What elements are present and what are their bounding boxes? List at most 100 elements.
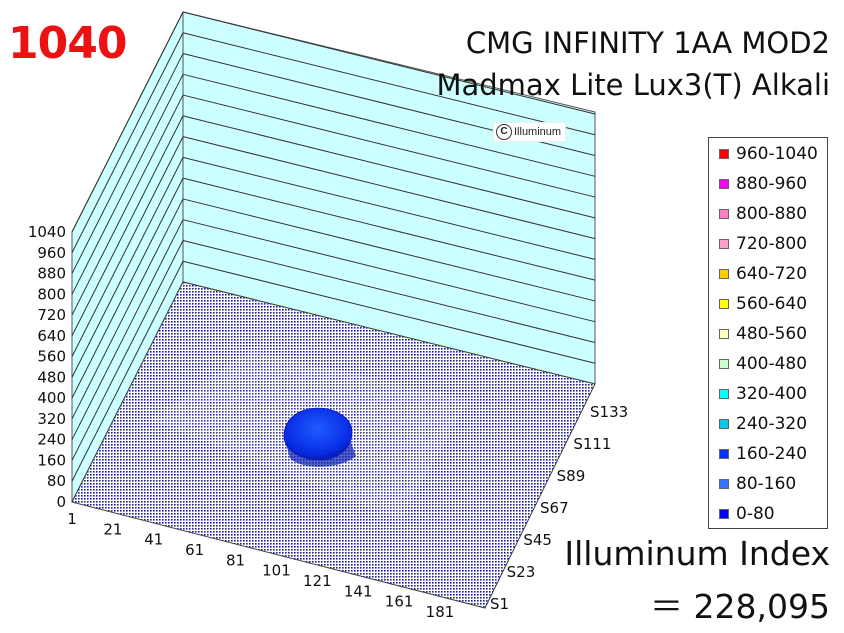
- z-tick-label: 80: [47, 472, 66, 490]
- wall-gridline-left: [71, 94, 184, 316]
- title-line1: CMG INFINITY 1AA MOD2: [465, 26, 830, 60]
- wall-gridline-right: [182, 156, 596, 260]
- wall-gridline-right: [182, 115, 596, 219]
- legend-item: 880-960: [719, 174, 807, 194]
- y-tick-label: S23: [507, 563, 536, 581]
- legend-swatch: [719, 299, 729, 309]
- y-axis-ticks: S1 S23 S45 S67 S89 S111 S133: [490, 403, 628, 613]
- legend-label: 80-160: [736, 474, 797, 494]
- legend-swatch: [719, 479, 729, 489]
- z-tick-label: 800: [37, 285, 66, 303]
- wall-gridline-left: [71, 261, 184, 482]
- wall-gridline-right: [182, 32, 596, 136]
- legend-swatch: [719, 329, 729, 339]
- x-tick-label: 161: [385, 593, 414, 611]
- x-tick-label: 21: [103, 520, 122, 538]
- legend-label: 880-960: [736, 174, 808, 194]
- legend-label: 720-800: [736, 234, 808, 254]
- index-label: Illuminum Index: [564, 534, 830, 573]
- legend-item: 640-720: [719, 264, 807, 284]
- wall-gridline-right: [182, 11, 596, 115]
- z-tick-label: 880: [37, 265, 66, 283]
- wall-gridline-left: [71, 53, 184, 274]
- wall-gridline-left: [71, 136, 184, 357]
- legend-item: 320-400: [719, 384, 807, 404]
- wall-gridline-left: [71, 11, 184, 233]
- wall-gridline-left: [71, 219, 184, 440]
- legend-label: 160-240: [736, 444, 808, 464]
- legend-label: 960-1040: [736, 144, 818, 164]
- y-tick-label: S133: [590, 403, 628, 421]
- x-tick-label: 1: [67, 510, 77, 528]
- y-tick-label: S1: [490, 595, 509, 613]
- legend-item: 960-1040: [719, 144, 818, 164]
- x-tick-label: 41: [144, 531, 163, 549]
- legend-label: 480-560: [736, 324, 808, 344]
- legend-label: 800-880: [736, 204, 808, 224]
- z-tick-label: 400: [37, 389, 66, 407]
- z-tick-label: 720: [37, 306, 66, 324]
- x-tick-label: 61: [185, 541, 204, 559]
- legend-item: 80-160: [719, 474, 796, 494]
- legend-item: 0-80: [719, 504, 775, 524]
- title-line2: Madmax Lite Lux3(T) Alkali: [436, 68, 830, 102]
- x-tick-label: 121: [303, 572, 332, 590]
- wall-gridline-left: [71, 240, 184, 461]
- legend-item: 160-240: [719, 444, 807, 464]
- legend-swatch: [719, 179, 729, 189]
- z-tick-label: 0: [56, 493, 66, 511]
- legend-item: 720-800: [719, 234, 807, 254]
- legend-swatch: [719, 449, 729, 459]
- wall-gridline-right: [182, 73, 596, 177]
- index-value: ＝ 228,095: [650, 587, 830, 626]
- copyright-badge: C Illuminum: [493, 122, 567, 142]
- legend-label: 240-320: [736, 414, 808, 434]
- copyright-icon: C: [496, 124, 512, 140]
- wall-gridline-right: [182, 94, 596, 198]
- x-tick-label: 81: [226, 551, 245, 569]
- copyright-text: Illuminum: [514, 126, 562, 138]
- wall-gridline-right: [182, 177, 596, 281]
- wall-gridline-left: [71, 74, 184, 295]
- z-tick-label: 560: [37, 348, 66, 366]
- legend-item: 400-480: [719, 354, 807, 374]
- legend-swatch: [719, 149, 729, 159]
- legend-swatch: [719, 209, 729, 219]
- wall-gridline-right: [182, 260, 596, 364]
- y-tick-label: S45: [523, 531, 552, 549]
- y-tick-label: S67: [540, 499, 569, 517]
- z-tick-label: 320: [37, 410, 66, 428]
- legend-label: 560-640: [736, 294, 808, 314]
- legend-item: 560-640: [719, 294, 807, 314]
- legend-item: 480-560: [719, 324, 807, 344]
- legend-label: 640-720: [736, 264, 808, 284]
- wall-gridline-right: [182, 219, 596, 323]
- y-tick-label: S111: [573, 435, 611, 453]
- legend: 960-1040 880-960 800-880 720-800 640-720 560-…: [708, 137, 828, 529]
- wall-gridline-right: [182, 136, 596, 240]
- legend-item: 240-320: [719, 414, 807, 434]
- legend-swatch: [719, 269, 729, 279]
- wall-gridline-right: [182, 239, 596, 343]
- legend-item: 800-880: [719, 204, 807, 224]
- z-tick-label: 240: [37, 431, 66, 449]
- legend-label: 0-80: [736, 504, 775, 524]
- z-axis-ticks: 0 80 160 240 320 400 480 560 640 720 800 880 960 1040: [28, 223, 66, 511]
- wall-gridline-right: [182, 198, 596, 302]
- legend-swatch: [719, 359, 729, 369]
- wall-gridline-left: [71, 157, 184, 378]
- wall-gridline-left: [71, 115, 184, 337]
- x-tick-label: 181: [426, 603, 455, 621]
- wall-gridline-left: [71, 198, 184, 420]
- z-tick-label: 480: [37, 368, 66, 386]
- legend-swatch: [719, 239, 729, 249]
- hotspot-base: [286, 440, 356, 467]
- y-tick-label: S89: [557, 467, 586, 485]
- peak-value: 1040: [8, 18, 127, 69]
- wall-gridline-left: [71, 177, 184, 399]
- x-tick-label: 101: [262, 562, 291, 580]
- z-tick-label: 960: [37, 244, 66, 262]
- legend-swatch: [719, 419, 729, 429]
